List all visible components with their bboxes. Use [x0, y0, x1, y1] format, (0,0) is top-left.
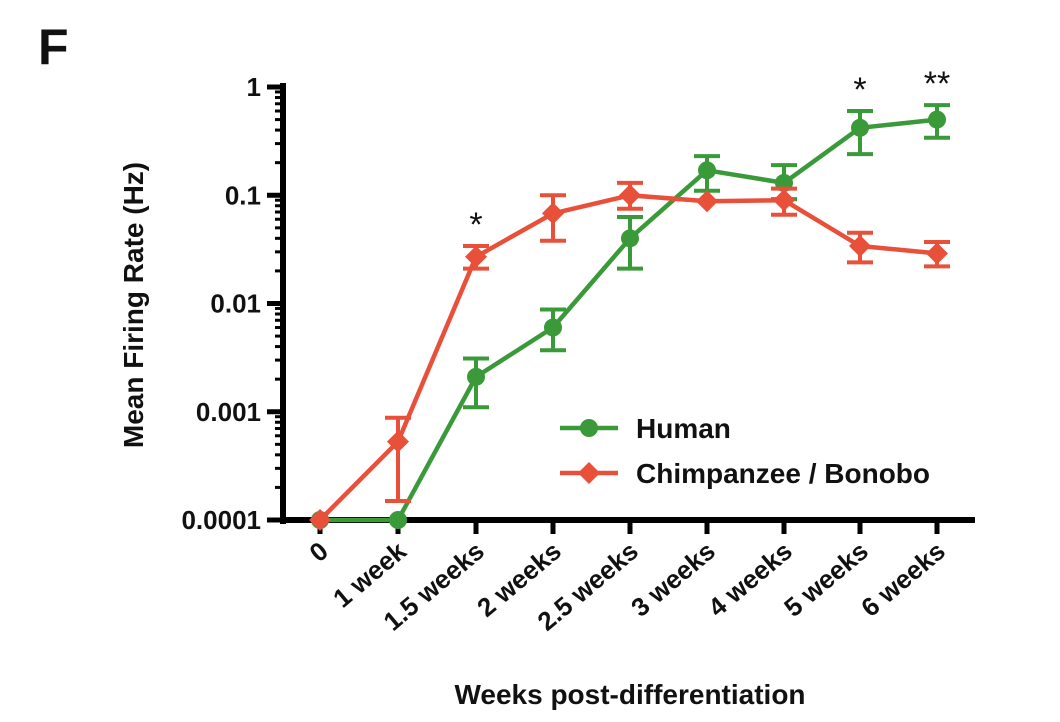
data-point: [698, 161, 716, 180]
y-tick-label: 0.0001: [181, 505, 261, 535]
data-point: [849, 234, 871, 257]
legend-label: Human: [636, 413, 731, 444]
data-point: [696, 190, 718, 213]
x-axis-title: Weeks post-differentiation: [454, 679, 805, 710]
legend-marker: [578, 462, 600, 484]
significance-annotations: ** **: [469, 65, 950, 244]
legend-item-chimpanzee-bonobo: Chimpanzee / Bonobo: [560, 458, 930, 489]
y-tick-label: 0.001: [196, 397, 261, 427]
x-tick-label: 5 weeks: [778, 536, 874, 623]
data-point: [619, 184, 641, 207]
data-point: [309, 509, 331, 531]
panel-label: F: [38, 19, 69, 75]
x-tick-label: 0: [303, 536, 333, 568]
data-point: [851, 118, 869, 137]
data-point: [542, 202, 564, 225]
y-axis-title: Mean Firing Rate (Hz): [118, 162, 149, 448]
legend-marker: [580, 419, 598, 437]
y-tick-label: 0.1: [225, 180, 261, 210]
x-tick-label: 6 weeks: [855, 536, 951, 623]
data-point: [544, 318, 562, 337]
data-point: [465, 245, 487, 268]
data-point: [387, 430, 409, 453]
series-chimpanzee-bonobo: [309, 180, 950, 531]
legend-label: Chimpanzee / Bonobo: [636, 458, 930, 489]
significance-label: **: [924, 65, 950, 103]
legend: Human Chimpanzee / Bonobo: [560, 413, 930, 489]
x-tick-label: 3 weeks: [625, 536, 721, 623]
data-point: [773, 189, 795, 212]
series-layer: [309, 103, 950, 531]
legend-item-human: Human: [560, 413, 731, 444]
data-point: [467, 367, 485, 386]
y-tick-label: 1: [247, 72, 261, 102]
x-tick-label: 4 weeks: [702, 536, 798, 623]
data-point: [928, 110, 946, 129]
data-point: [926, 242, 948, 265]
y-tick-label: 0.01: [210, 289, 261, 319]
significance-label: *: [853, 71, 866, 109]
data-point: [621, 229, 639, 248]
significance-label: *: [469, 206, 482, 244]
data-point: [389, 511, 407, 529]
